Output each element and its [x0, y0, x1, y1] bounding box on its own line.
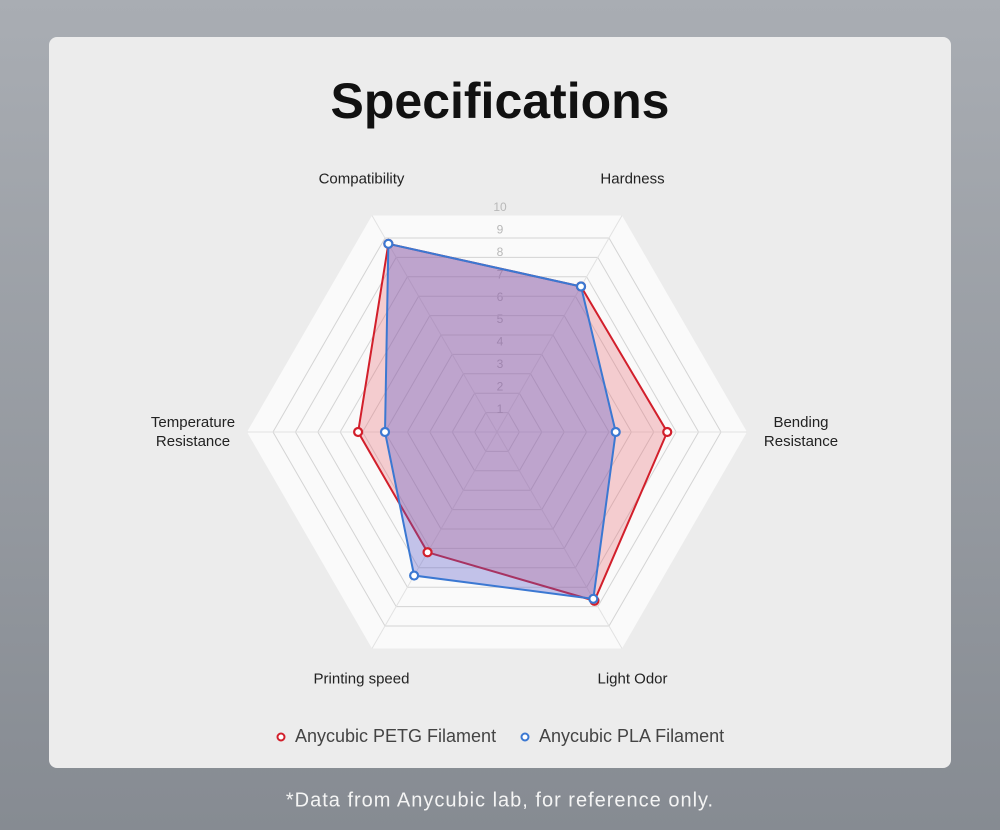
r-tick-label: 4 [497, 335, 504, 349]
data-point [353, 426, 364, 438]
series-area [383, 242, 617, 600]
data-point [409, 570, 420, 581]
legend-label: Anycubic PLA Filament [539, 726, 724, 746]
axis-line [371, 431, 498, 649]
category-label: Light Odor [597, 670, 668, 688]
category-label: Temperature Resistance [150, 414, 236, 450]
axis-line [496, 431, 623, 649]
category-label: Hardness [600, 170, 665, 188]
category-label: Compatibility [318, 170, 405, 188]
axis-line [496, 215, 623, 433]
r-tick-label: 2 [497, 379, 504, 393]
data-point [379, 426, 391, 438]
r-tick-label: 1 [497, 402, 504, 416]
legend-label: Anycubic PETG Filament [295, 726, 496, 746]
chart-title: Specifications [331, 73, 670, 129]
r-tick-label: 5 [497, 312, 504, 326]
legend-marker [520, 732, 530, 742]
category-label: Printing speed [313, 670, 410, 688]
r-tick-label: 7 [497, 267, 504, 281]
data-point [588, 593, 599, 604]
r-tick-label: 10 [493, 200, 507, 214]
r-tick-label: 6 [497, 290, 504, 304]
data-point [610, 426, 621, 438]
r-tick-label: 9 [497, 223, 504, 237]
data-point [575, 281, 587, 292]
category-label: Bending Resistance [763, 414, 839, 450]
axis-line [371, 215, 498, 433]
legend-marker [276, 732, 286, 742]
data-point [422, 547, 433, 558]
data-point [383, 238, 394, 249]
r-tick-label: 8 [497, 245, 504, 259]
footnote: *Data from Anycubic lab, for reference o… [286, 789, 714, 811]
r-tick-label: 3 [497, 357, 504, 371]
data-point [662, 426, 673, 438]
